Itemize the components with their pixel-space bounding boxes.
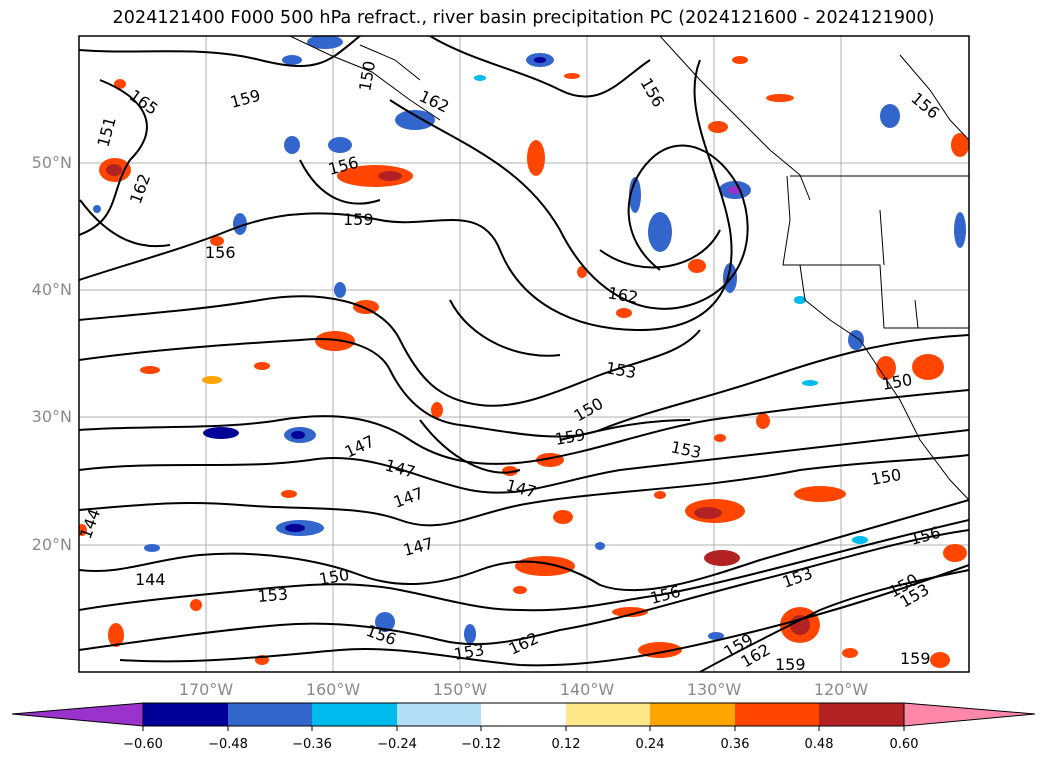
contour-label: 153 (257, 584, 289, 606)
colorbar-tick-label: 0.60 (889, 737, 919, 752)
colorbar-tick-label: −0.36 (292, 737, 332, 752)
contour-labels: 165 159 162 156 162 159 156 153 162 153 … (76, 59, 943, 674)
lat-label: 30°N (31, 407, 72, 426)
lon-label: 150°W (432, 680, 488, 699)
contour-label: 156 (205, 243, 236, 262)
coastlines (289, 36, 969, 501)
lat-label: 20°N (31, 535, 72, 554)
contour-label: 144 (135, 570, 166, 589)
colorbar-tick-label: 0.36 (720, 737, 750, 752)
colorbar (11, 702, 1036, 731)
refractivity-contours (79, 36, 969, 672)
colorbar-extend-max (903, 702, 1036, 727)
colorbar-tick-label: 0.12 (551, 737, 581, 752)
precip-shading (79, 36, 969, 668)
colorbar-swatch (650, 703, 735, 726)
lon-label: 130°W (686, 680, 742, 699)
lon-label: 140°W (559, 680, 615, 699)
lat-label: 50°N (31, 153, 72, 172)
colorbar-swatch (312, 703, 397, 726)
colorbar-swatch (228, 703, 312, 726)
lon-label: 160°W (305, 680, 361, 699)
contour-label: 159 (900, 649, 931, 668)
colorbar-tick-label: 0.48 (804, 737, 834, 752)
colorbar-swatch (397, 703, 481, 726)
lon-label: 170°W (178, 680, 234, 699)
contour-label: 159 (343, 210, 374, 229)
colorbar-swatch (143, 703, 228, 726)
map-title: 2024121400 F000 500 hPa refract., river … (112, 8, 935, 28)
colorbar-tick-label: 0.24 (635, 737, 665, 752)
colorbar-tick-label: −0.60 (123, 737, 163, 752)
lat-label: 40°N (31, 280, 72, 299)
colorbar-swatch (735, 703, 819, 726)
lon-label: 120°W (813, 680, 869, 699)
contour-label: 159 (775, 655, 806, 674)
colorbar-tick-label: −0.48 (208, 737, 248, 752)
colorbar-tick-label: −0.24 (377, 737, 417, 752)
map-border (78, 35, 970, 673)
colorbar-swatch (566, 703, 650, 726)
colorbar-swatch (819, 703, 904, 726)
graticule (79, 36, 969, 672)
colorbar-swatch (481, 703, 566, 726)
colorbar-tick-label: −0.12 (461, 737, 501, 752)
colorbar-extend-min (11, 702, 144, 727)
